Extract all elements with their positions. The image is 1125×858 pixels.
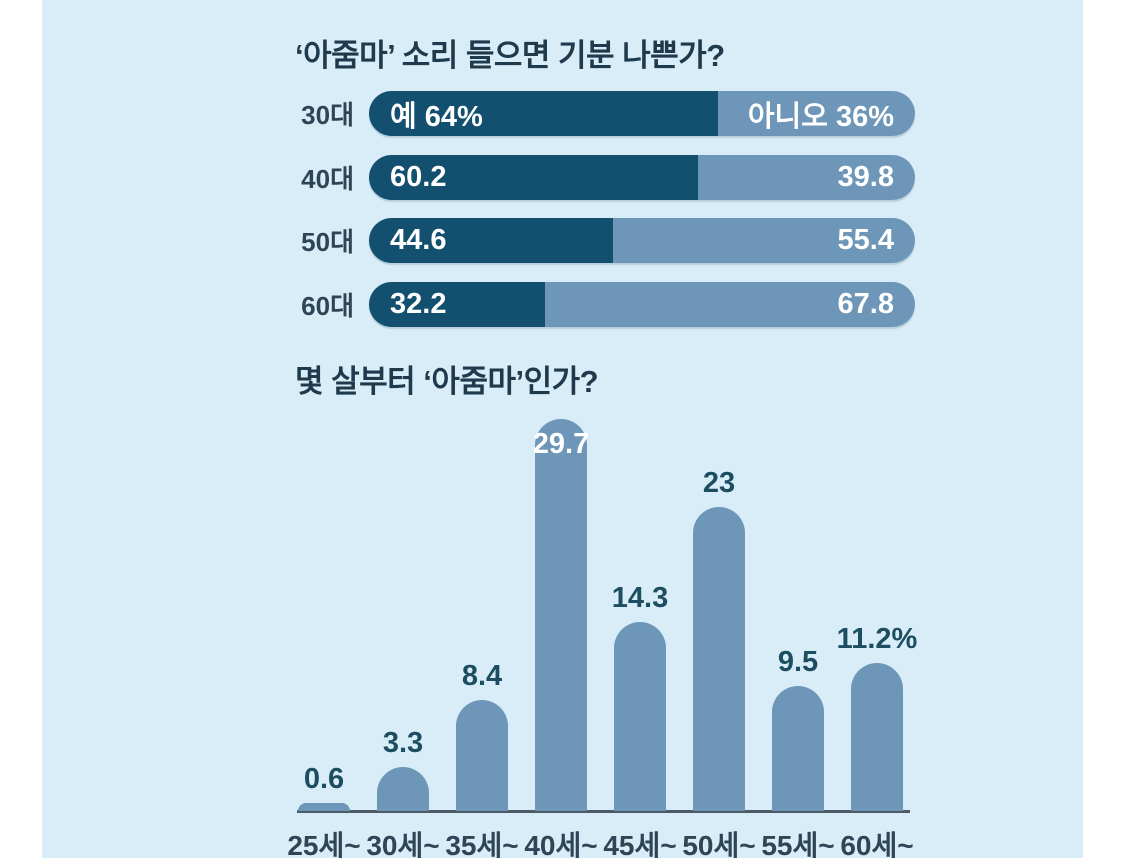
column-bar <box>851 663 903 811</box>
x-tick-label: 60세~ <box>840 830 914 858</box>
no-segment: 39.8 <box>697 154 915 200</box>
value-label: 3.3 <box>382 727 424 759</box>
no-value-label: 67.8 <box>837 287 894 320</box>
column-bar <box>456 700 508 811</box>
value-label: 14.3 <box>611 582 669 614</box>
stacked-bar: 44.6 55.4 <box>369 218 915 263</box>
category-label: 30대 <box>301 100 354 130</box>
x-tick-label: 50세~ <box>682 830 756 858</box>
stacked-bar: 32.2 67.8 <box>369 281 915 327</box>
column-bar <box>298 803 350 811</box>
no-segment: 67.8 <box>544 281 915 327</box>
stacked-bar: 예 64% 아니오 36% <box>369 91 915 136</box>
stacked-bar-row: 30대 예 64% 아니오 36% <box>295 91 915 136</box>
no-value-label: 아니오 36% <box>747 100 894 133</box>
yes-value-label: 32.2 <box>390 287 447 320</box>
x-tick-label: 55세~ <box>761 830 835 858</box>
category-label: 50대 <box>301 227 354 257</box>
column-bar <box>772 686 824 811</box>
value-label: 23 <box>702 467 736 499</box>
column-bar <box>614 622 666 811</box>
category-label: 60대 <box>301 290 354 321</box>
yes-segment: 32.2 <box>369 281 545 327</box>
x-tick-label: 25세~ <box>287 830 361 858</box>
yes-segment: 60.2 <box>369 154 698 200</box>
x-tick-label: 35세~ <box>445 830 519 858</box>
yes-value-label: 60.2 <box>390 160 447 193</box>
column-plot: 0.6 25세~ 3.3 30세~ 8.4 35세~ 29.7 40세~ 14.3 45세~ 23 5… <box>287 418 917 858</box>
stacked-bar-row: 50대 44.6 55.4 <box>295 218 915 263</box>
column-bar <box>693 507 745 811</box>
no-value-label: 39.8 <box>837 160 894 193</box>
yes-segment: 44.6 <box>369 218 613 263</box>
value-label: 11.2% <box>836 623 918 655</box>
stacked-bar-row: 60대 32.2 67.8 <box>295 281 915 327</box>
infographic-panel: ‘아줌마’ 소리 들으면 기분 나쁜가? 30대 예 64% 아니오 36% 40대 6… <box>42 0 1083 858</box>
no-value-label: 55.4 <box>837 224 894 256</box>
no-segment: 55.4 <box>612 218 915 263</box>
x-axis-line <box>297 810 910 813</box>
x-tick-label: 40세~ <box>524 830 598 858</box>
category-label: 40대 <box>301 163 354 194</box>
yes-value-label: 44.6 <box>390 224 447 256</box>
stacked-bar-row: 40대 60.2 39.8 <box>295 154 915 200</box>
value-label: 9.5 <box>777 646 819 678</box>
stacked-bar-rows: 30대 예 64% 아니오 36% 40대 60.2 39.8 50대 44.6 55.4 60대… <box>295 91 920 331</box>
yes-segment: 예 64% <box>369 91 719 136</box>
value-label: 8.4 <box>461 660 503 692</box>
value-label: 29.7 <box>532 428 590 460</box>
column-bar <box>535 419 587 811</box>
x-tick-label: 30세~ <box>366 830 440 858</box>
x-tick-label: 45세~ <box>603 830 677 858</box>
chart2-title: 몇 살부터 ‘아줌마’인가? <box>295 364 599 399</box>
no-segment: 아니오 36% <box>718 91 915 136</box>
stacked-bar: 60.2 39.8 <box>369 154 915 200</box>
yes-value-label: 예 64% <box>390 100 483 133</box>
chart1-title: ‘아줌마’ 소리 들으면 기분 나쁜가? <box>295 38 725 73</box>
value-label: 0.6 <box>303 763 345 795</box>
column-bar <box>377 767 429 811</box>
